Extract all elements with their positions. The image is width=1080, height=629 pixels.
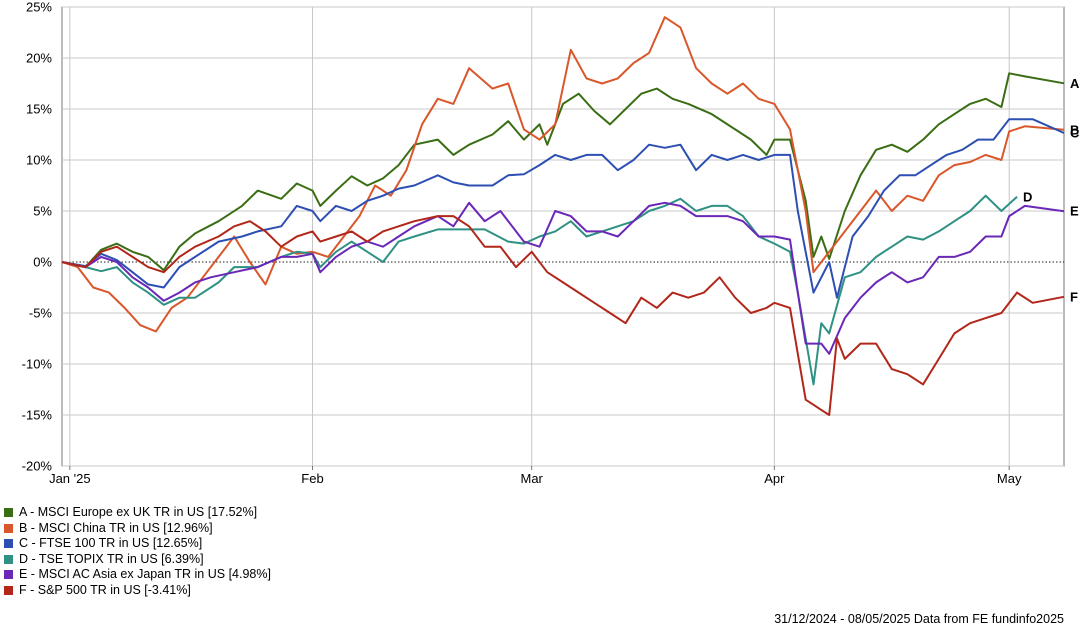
- series-end-label-f: F: [1070, 289, 1078, 304]
- series-line-b: [61, 16, 1065, 333]
- y-tick-label: -5%: [29, 306, 53, 321]
- legend-label: B - MSCI China TR in US [12.96%]: [19, 520, 213, 535]
- y-tick-label: 20%: [26, 51, 52, 66]
- labels-layer: 25% 20% 15% 10% 5% 0% -5% -10% -15% -20%Jan '25 Fe…: [22, 0, 1080, 486]
- series-end-label-a: A: [1070, 76, 1080, 91]
- plot-frame: [61, 6, 1065, 467]
- legend-item: C - FTSE 100 TR in US [12.65%]: [4, 536, 271, 552]
- x-tick-label: Feb: [301, 471, 323, 486]
- series-line-a: [61, 72, 1065, 272]
- legend-swatch: [4, 508, 13, 518]
- legend-label: F - S&P 500 TR in US [-3.41%]: [19, 582, 191, 597]
- legend-swatch: [4, 523, 13, 533]
- legend-swatch: [4, 539, 13, 549]
- series-line-e: [61, 201, 1065, 355]
- legend-swatch: [4, 585, 13, 595]
- series-end-label-c: C: [1070, 125, 1080, 140]
- y-tick-label: 25%: [26, 0, 52, 15]
- legend-item: A - MSCI Europe ex UK TR in US [17.52%]: [4, 505, 271, 521]
- y-tick-label: 15%: [26, 102, 52, 117]
- y-tick-label: 5%: [33, 204, 52, 219]
- x-tick-label: Apr: [764, 471, 785, 486]
- chart-legend: A - MSCI Europe ex UK TR in US [17.52%] B…: [4, 505, 271, 598]
- legend-item: F - S&P 500 TR in US [-3.41%]: [4, 583, 271, 599]
- legend-label: D - TSE TOPIX TR in US [6.39%]: [19, 551, 204, 566]
- y-tick-label: -15%: [22, 408, 53, 423]
- legend-swatch: [4, 570, 13, 580]
- legend-item: E - MSCI AC Asia ex Japan TR in US [4.98…: [4, 567, 271, 583]
- data-source-footer: 31/12/2024 - 08/05/2025 Data from FE fun…: [774, 612, 1064, 626]
- line-chart: 25% 20% 15% 10% 5% 0% -5% -10% -15% -20%Jan '25 Fe…: [22, 0, 1080, 486]
- series-line-d: [61, 194, 1018, 386]
- series-end-label-d: D: [1023, 189, 1032, 204]
- x-tick-label: May: [997, 471, 1022, 486]
- y-tick-label: -10%: [22, 357, 53, 372]
- x-tick-label: Jan '25: [49, 471, 91, 486]
- series-line-c: [61, 118, 1065, 299]
- y-tick-label: 0%: [33, 255, 52, 270]
- y-tick-label: 10%: [26, 153, 52, 168]
- legend-label: E - MSCI AC Asia ex Japan TR in US [4.98…: [19, 567, 271, 582]
- x-tick-label: Mar: [520, 471, 543, 486]
- legend-item: D - TSE TOPIX TR in US [6.39%]: [4, 552, 271, 568]
- series-layer: [61, 16, 1065, 416]
- legend-item: B - MSCI China TR in US [12.96%]: [4, 521, 271, 537]
- series-end-label-e: E: [1070, 204, 1079, 219]
- legend-label: C - FTSE 100 TR in US [12.65%]: [19, 536, 203, 551]
- grid-layer: [61, 6, 1065, 470]
- series-end-label-b: B: [1070, 122, 1079, 137]
- y-tick-label: -20%: [22, 459, 53, 474]
- series-line-f: [61, 215, 1065, 416]
- legend-swatch: [4, 554, 13, 564]
- legend-label: A - MSCI Europe ex UK TR in US [17.52%]: [19, 505, 258, 520]
